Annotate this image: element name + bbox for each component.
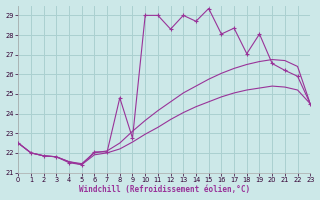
X-axis label: Windchill (Refroidissement éolien,°C): Windchill (Refroidissement éolien,°C) xyxy=(79,185,250,194)
